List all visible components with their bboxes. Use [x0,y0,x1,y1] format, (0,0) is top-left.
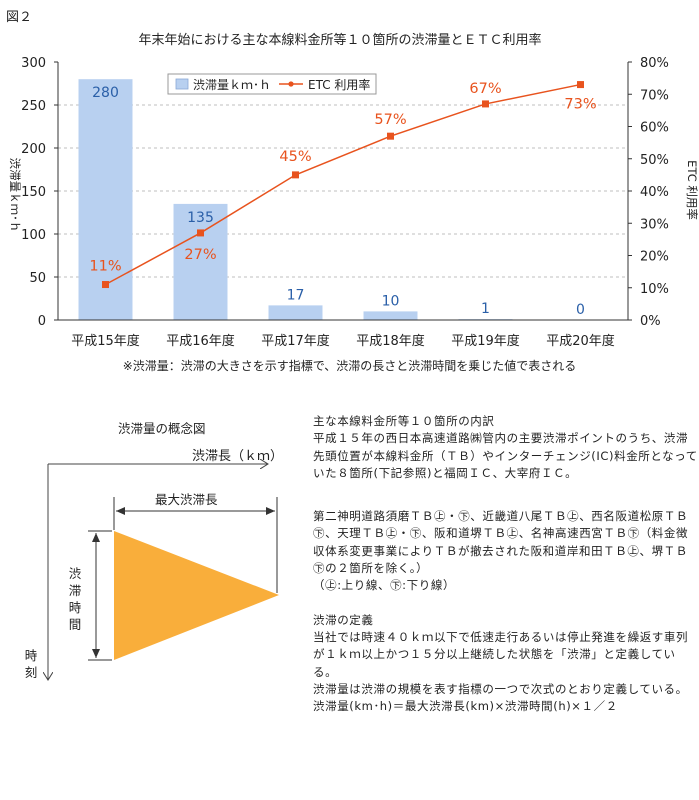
y2-tick-label: 60% [640,121,669,136]
legend: 渋滞量ｋｍ･ｈ ETC 利用率 [167,73,377,95]
etc-value-label: 73% [564,97,596,113]
y2-axis-title: ETC 利用率 [685,160,699,220]
etc-point [292,171,299,179]
y-tick-label: 200 [21,142,46,157]
x-tick-label: 平成15年度 [71,333,140,349]
y-axis-title: 渋滞量ｋｍ･ｈ [8,158,22,233]
bar-value-label: 135 [187,210,214,226]
time-axis-label: 時刻 [24,648,38,680]
y2-tick-label: 30% [640,217,669,232]
y2-tick-label: 0% [640,314,661,329]
x-tick-label: 平成16年度 [166,333,235,349]
description: 主な本線料金所等１０箇所の内訳 平成１５年の西日本高速道路㈱管内の主要渋滞ポイン… [313,413,698,715]
bar [78,79,133,320]
description-breakdown: 主な本線料金所等１０箇所の内訳 平成１５年の西日本高速道路㈱管内の主要渋滞ポイン… [313,414,698,480]
etc-point [387,132,394,140]
x-tick-label: 平成19年度 [451,333,520,349]
bar-value-label: 17 [287,287,305,303]
y2-tick-label: 50% [640,153,669,168]
description-definition: 渋滞の定義 当社では時速４０ｋｍ以下で低速走行あるいは停止発進を繰返す車列が１ｋ… [313,612,689,714]
etc-value-label: 67% [469,81,501,97]
y2-tick-label: 70% [640,88,669,103]
etc-value-label: 45% [279,149,311,165]
congestion-triangle [114,531,279,660]
bar [268,305,323,320]
description-locations: 第二神明道路須磨ＴＢ㊤・㊦、近畿道八尾ＴＢ㊤、西名阪道松原ＴＢ㊦、天理ＴＢ㊤・㊦… [313,509,689,593]
etc-value-label: 57% [374,112,406,128]
bar [173,203,228,320]
etc-line: 11% 27% 45% 57% 67% 73% [89,81,597,289]
concept-title: 渋滞量の概念図 [118,421,206,436]
axes: 0501001502002503000%10%20%30%40%50%60%70… [21,56,669,349]
etc-point [482,100,489,108]
bar [363,311,418,320]
bar-value-label: 0 [576,302,585,318]
bar-line-chart: 年末年始における主な本線料金所等１０箇所の渋滞量とＥＴＣ利用率 28013517… [8,32,699,349]
length-axis-label: 渋滞長（ｋｍ） [192,449,284,464]
etc-point [577,81,584,89]
etc-series-line [105,83,581,286]
y2-tick-label: 40% [640,185,669,200]
y-tick-label: 250 [21,99,46,114]
etc-value-label: 11% [89,259,121,275]
footnote: ※渋滞量：渋滞の大きさを示す指標で、渋滞の長さと渋滞時間を乗じた値で表される [122,359,577,373]
y-tick-label: 50 [29,271,46,286]
etc-point [197,229,204,237]
x-tick-label: 平成20年度 [546,333,615,349]
y-tick-label: 0 [38,314,46,329]
legend-box [167,73,377,95]
y2-tick-label: 10% [640,282,669,297]
y-tick-label: 150 [21,185,46,200]
max-length-label: 最大渋滞長 [155,492,218,507]
bar-value-label: 1 [481,301,490,317]
duration-label: 渋滞時間 [68,566,82,632]
y2-tick-label: 80% [640,56,669,71]
bar-value-label: 280 [92,85,119,101]
etc-value-label: 27% [184,247,216,263]
x-tick-label: 平成17年度 [261,333,330,349]
y-tick-label: 100 [21,228,46,243]
legend-bar-label: 渋滞量ｋｍ･ｈ [193,78,271,92]
legend-line-label: ETC 利用率 [308,77,370,92]
figure-label: 図２ [6,10,33,25]
gridlines [58,104,628,278]
y-tick-label: 300 [21,56,46,71]
bar-value-label: 10 [382,293,400,309]
x-tick-label: 平成18年度 [356,333,425,349]
chart-title: 年末年始における主な本線料金所等１０箇所の渋滞量とＥＴＣ利用率 [138,32,541,48]
y2-tick-label: 20% [640,250,669,265]
legend-bar-swatch [175,78,189,90]
legend-line-marker [288,81,294,87]
etc-point [102,281,109,289]
